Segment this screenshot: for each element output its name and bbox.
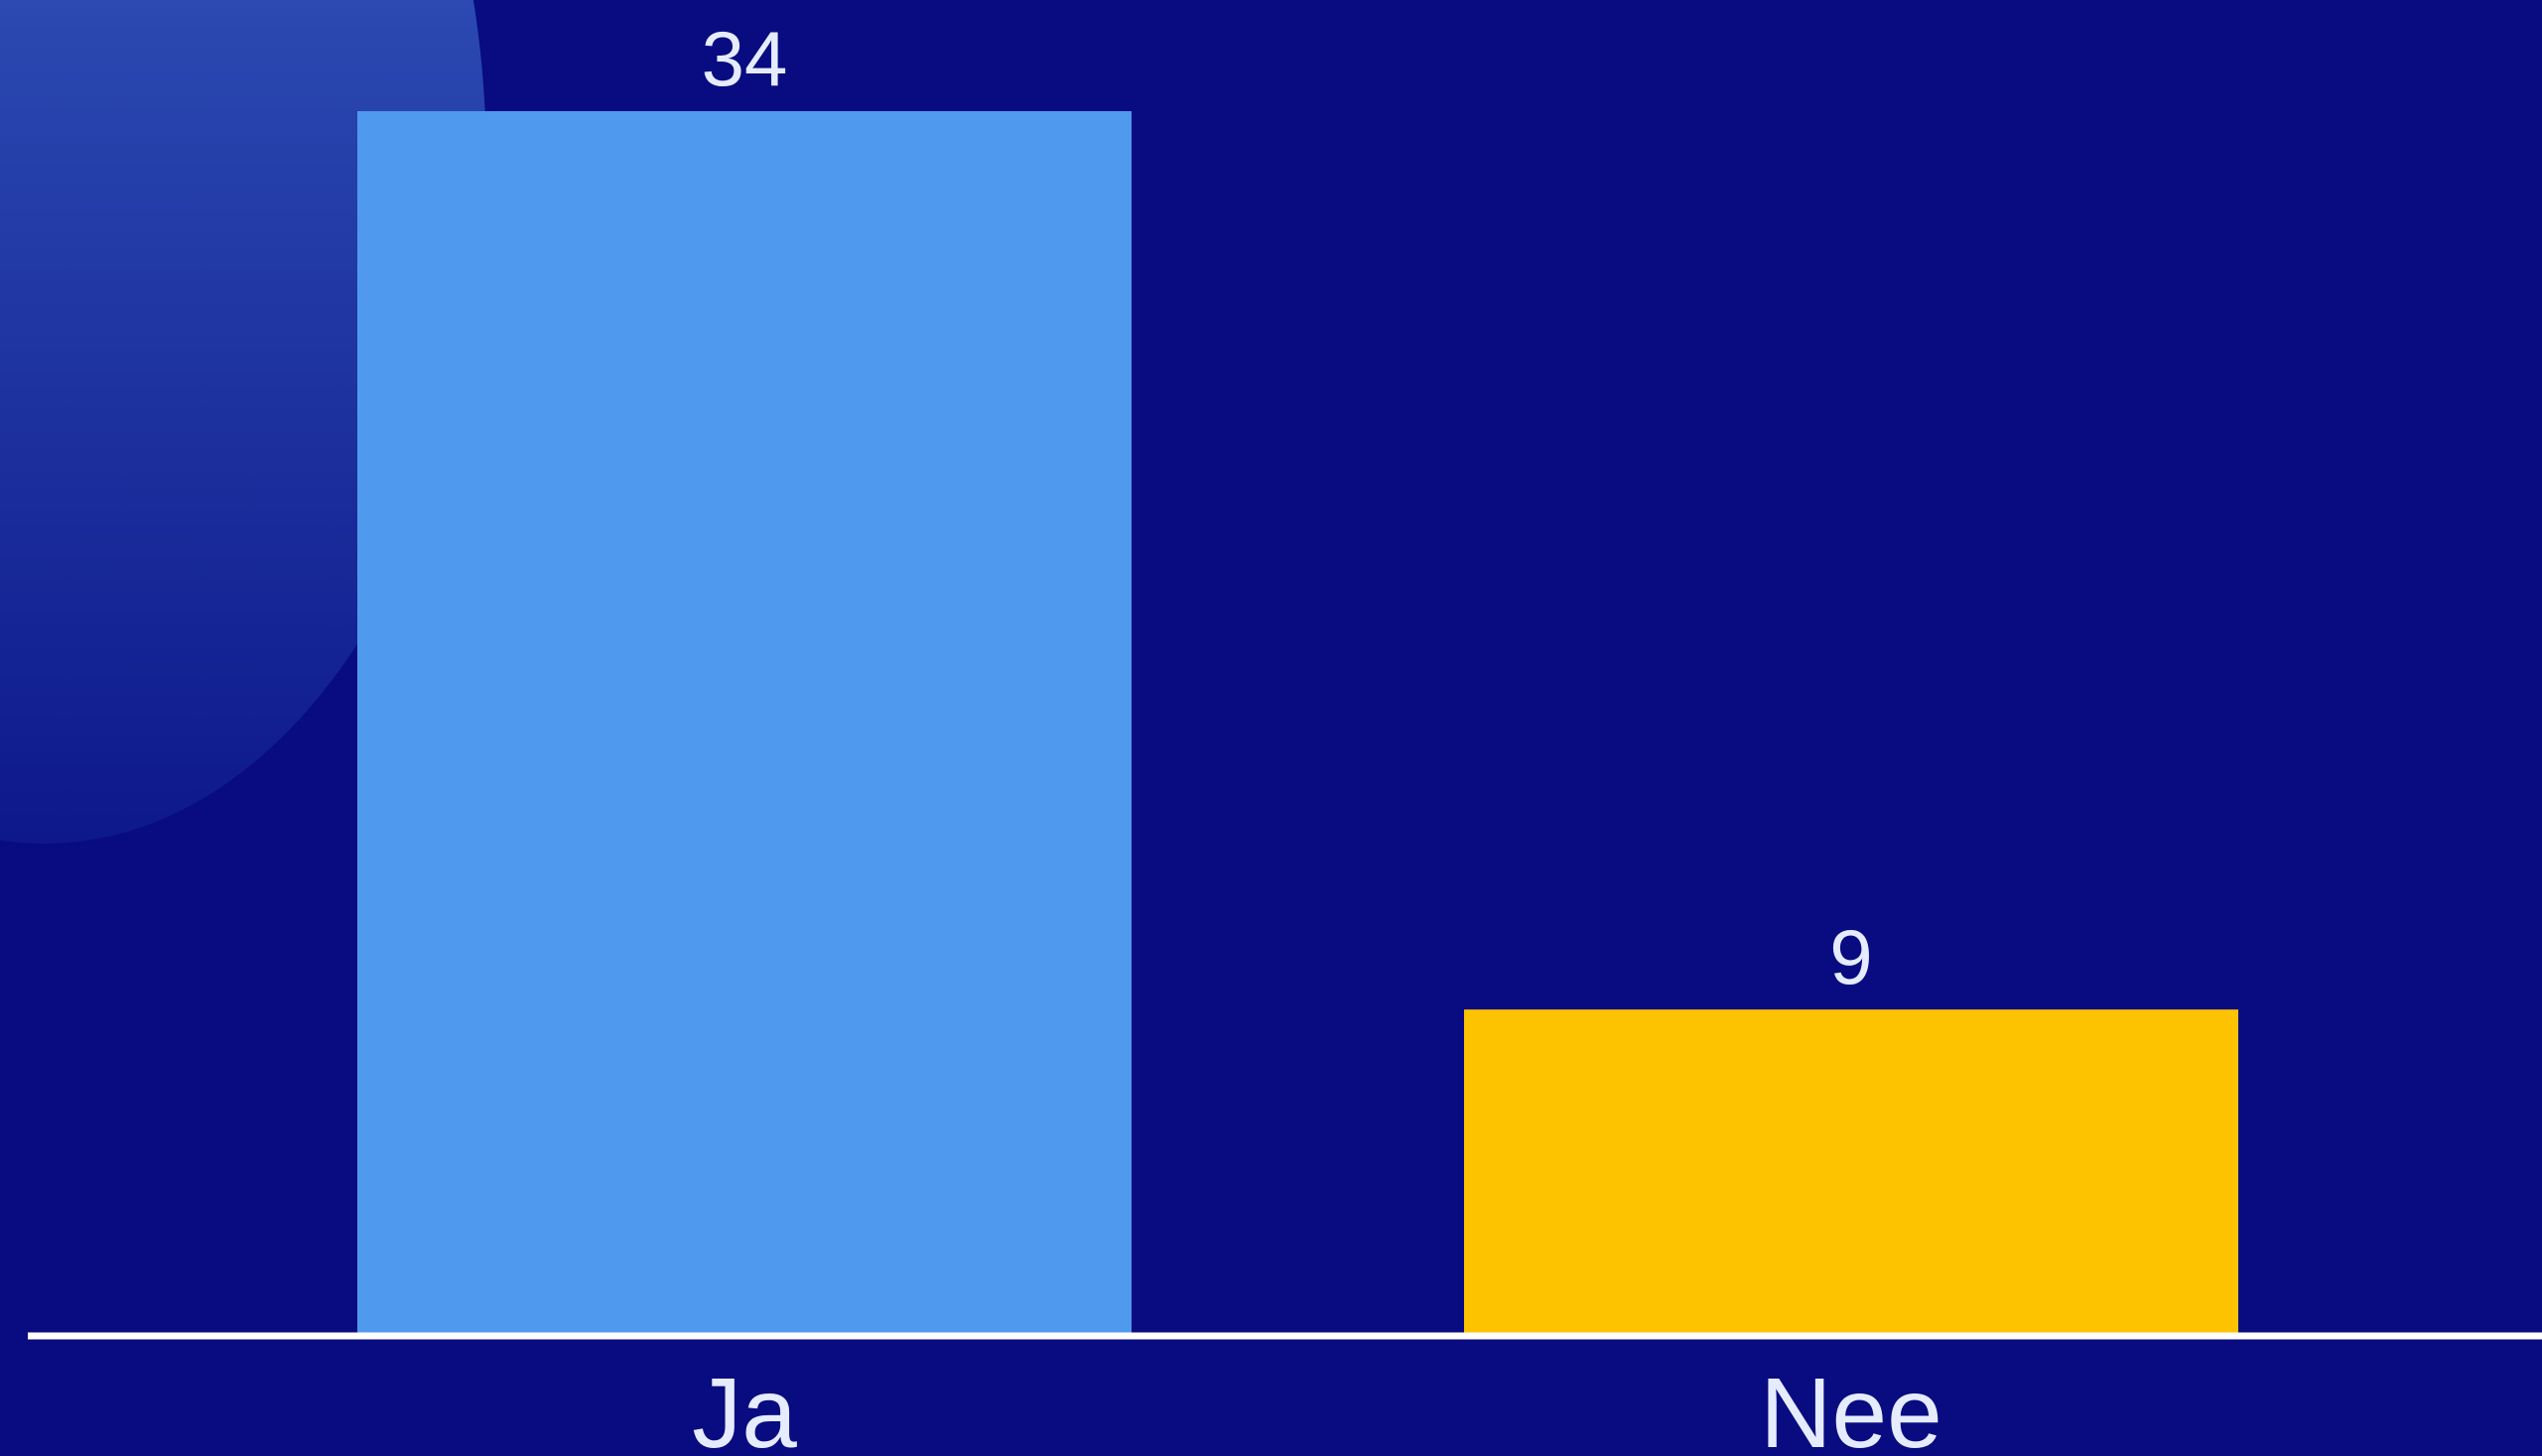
bar-nee — [1464, 1009, 2238, 1333]
category-label-nee: Nee — [1760, 1358, 1941, 1456]
value-label-ja: 34 — [702, 15, 788, 102]
category-label-ja: Ja — [692, 1358, 797, 1456]
value-label-nee: 9 — [1829, 913, 1872, 1000]
bar-ja — [357, 111, 1132, 1333]
